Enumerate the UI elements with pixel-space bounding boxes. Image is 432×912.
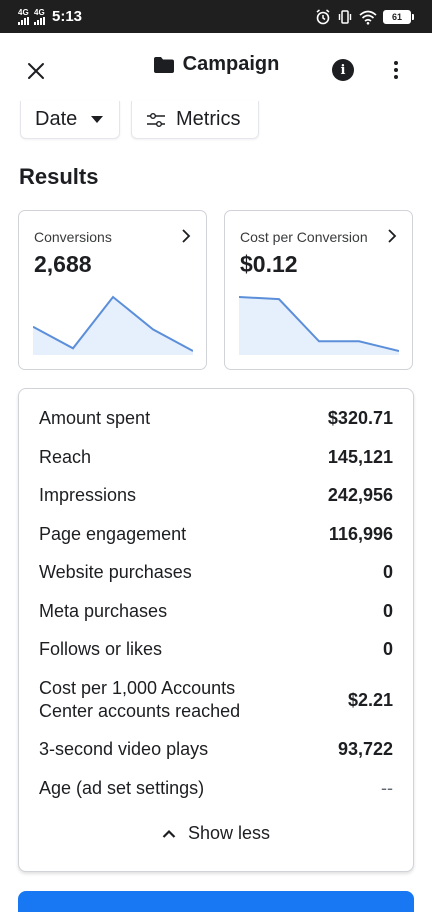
metrics-filter-button[interactable]: Metrics (131, 101, 259, 139)
row-label: Age (ad set settings) (39, 778, 205, 798)
row-label: Meta purchases (39, 601, 168, 621)
network-type-2: 4G (34, 7, 45, 17)
caret-down-icon (91, 115, 104, 123)
header: Campaign i (0, 33, 432, 105)
cost-per-conversion-card[interactable]: Cost per Conversion $0.12 (224, 210, 413, 370)
chevron-up-icon (162, 829, 176, 838)
vibrate-icon (338, 9, 352, 24)
card-label: Cost per Conversion (240, 229, 368, 245)
battery-level: 61 (383, 9, 411, 24)
table-row: Age (ad set settings) -- (39, 777, 393, 800)
row-value: -- (381, 778, 393, 798)
close-button[interactable] (22, 57, 50, 85)
table-row: 3-second video plays 93,722 (39, 738, 393, 761)
date-filter-label: Date (35, 108, 78, 130)
row-label: 3-second video plays (39, 739, 209, 759)
show-less-label: Show less (187, 823, 271, 843)
conversions-sparkline (33, 295, 193, 355)
close-icon (28, 63, 44, 79)
table-row: Follows or likes 0 (39, 638, 393, 661)
alarm-icon (316, 8, 330, 24)
row-value: $320.71 (327, 408, 393, 428)
row-value: 0 (382, 562, 393, 582)
wifi-icon (359, 10, 377, 25)
row-label: Cost per 1,000 Accounts Center accounts … (39, 677, 240, 723)
row-label: Impressions (39, 485, 137, 505)
status-bar: 4G 4G 5:13 61 (0, 0, 432, 33)
conversions-card[interactable]: Conversions 2,688 (18, 210, 207, 370)
table-row: Cost per 1,000 Accounts Center accounts … (39, 677, 393, 723)
page-title: Campaign (182, 53, 280, 75)
table-row: Reach 145,121 (39, 446, 393, 469)
metrics-filter-label: Metrics (176, 108, 241, 130)
table-row: Meta purchases 0 (39, 600, 393, 623)
results-heading: Results (19, 164, 99, 189)
folder-icon (153, 56, 174, 73)
row-value: 116,996 (328, 524, 393, 544)
sparkline-line (33, 295, 193, 352)
network-type-1: 4G (18, 7, 29, 17)
card-value: 2,688 (34, 251, 92, 277)
row-label: Page engagement (39, 524, 187, 544)
signal-icon: 4G (18, 7, 29, 25)
row-label: Follows or likes (39, 639, 163, 659)
row-value: $2.21 (347, 689, 393, 710)
more-vertical-icon (394, 61, 398, 65)
row-label: Website purchases (39, 562, 192, 582)
sparkline-area (239, 297, 399, 355)
signal-icon-2: 4G (34, 7, 45, 25)
chevron-right-icon (182, 229, 191, 243)
sparkline-line (239, 296, 399, 352)
info-icon: i (340, 62, 346, 78)
more-options-button[interactable] (384, 57, 408, 83)
table-row: Amount spent $320.71 (39, 407, 393, 430)
row-value: 0 (382, 601, 393, 621)
row-label-line-2: Center accounts reached (39, 701, 241, 721)
metrics-details-panel: Amount spent $320.71 Reach 145,121 Impre… (18, 388, 414, 872)
sparkline-area (33, 297, 193, 355)
battery-icon: 61 (383, 9, 414, 24)
card-value: $0.12 (240, 251, 298, 277)
row-value: 145,121 (327, 447, 393, 467)
table-row: Website purchases 0 (39, 561, 393, 584)
table-row: Page engagement 116,996 (39, 523, 393, 546)
row-value: 242,956 (327, 485, 393, 505)
card-label: Conversions (34, 229, 112, 245)
sliders-icon (147, 112, 165, 127)
primary-action-button[interactable] (18, 891, 414, 912)
row-value: 0 (382, 639, 393, 659)
cost-per-conversion-sparkline (239, 296, 399, 355)
status-time: 5:13 (52, 8, 83, 25)
table-row: Impressions 242,956 (39, 484, 393, 507)
chevron-right-icon (388, 229, 397, 243)
row-label-line-1: Cost per 1,000 Accounts (39, 678, 236, 698)
row-label: Amount spent (39, 408, 151, 428)
row-label: Reach (39, 447, 92, 467)
show-less-button[interactable]: Show less (19, 823, 413, 844)
row-value: 93,722 (337, 739, 393, 759)
date-filter-button[interactable]: Date (20, 101, 120, 139)
info-button[interactable]: i (332, 59, 354, 81)
